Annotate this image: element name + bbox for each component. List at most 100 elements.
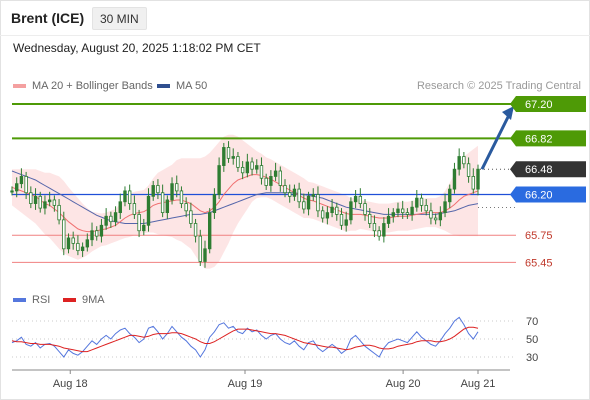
candle-body xyxy=(452,168,457,190)
candle-body xyxy=(245,161,250,174)
candle-body xyxy=(76,242,80,252)
candle-body xyxy=(193,223,198,237)
legend-rsi-ma-label: 9MA xyxy=(82,294,105,306)
candle-body xyxy=(443,201,447,214)
candle-body xyxy=(339,214,344,226)
candle-body xyxy=(358,195,363,204)
candle-body xyxy=(38,195,42,209)
candle-body xyxy=(113,212,118,223)
candle-body xyxy=(476,168,480,190)
candle-body xyxy=(57,204,61,221)
candle-body xyxy=(222,147,226,166)
header-bar: Brent (ICE) 30 MIN xyxy=(0,0,590,36)
candle-body xyxy=(95,230,99,237)
candle-body xyxy=(259,165,264,179)
rsi-ma-swatch xyxy=(63,298,76,302)
projection-arrow-shaft xyxy=(480,114,511,170)
candle-body xyxy=(80,246,85,252)
candle-body xyxy=(47,199,52,203)
copyright-text: Research © 2025 Trading Central xyxy=(416,80,581,92)
candle-body xyxy=(127,190,132,204)
candle-body xyxy=(99,224,104,237)
candle-body xyxy=(184,203,188,212)
legend-bollinger-label: MA 20 + Bollinger Bands xyxy=(32,80,153,92)
candle-body xyxy=(429,210,433,219)
candle-body xyxy=(438,212,443,221)
legend-ma50-label: MA 50 xyxy=(176,80,208,92)
ma50-line xyxy=(11,170,479,224)
candle-body xyxy=(24,176,28,194)
candle-body xyxy=(123,190,127,203)
candle-body xyxy=(471,176,475,190)
candle-body xyxy=(10,190,14,193)
price-tag-label-65.45: 65.45 xyxy=(525,257,553,269)
instrument-title: Brent (ICE) xyxy=(11,10,85,26)
candle-body xyxy=(316,194,320,212)
candle-body xyxy=(405,212,410,215)
candle-body xyxy=(264,177,268,186)
candle-body xyxy=(410,206,414,215)
candle-body xyxy=(142,224,146,232)
candle-body xyxy=(396,208,400,214)
price-tag-label-66.48: 66.48 xyxy=(525,164,553,176)
price-tag-66.20 xyxy=(510,186,586,203)
candle-body xyxy=(15,183,19,192)
price-tag-66.48 xyxy=(510,161,586,178)
datetime-label: Wednesday, August 20, 2025 1:18:02 PM CE… xyxy=(13,41,261,55)
candle-body xyxy=(208,212,212,250)
candle-body xyxy=(302,201,306,210)
candle-body xyxy=(160,192,165,214)
candle-body xyxy=(175,183,179,192)
candle-body xyxy=(448,188,452,203)
ma50-swatch xyxy=(157,84,170,88)
projection-arrowhead xyxy=(502,106,514,121)
candle-body xyxy=(330,206,334,214)
candle-body xyxy=(325,212,330,219)
candle-body xyxy=(203,248,207,262)
candle-body xyxy=(349,201,353,221)
candle-body xyxy=(198,235,202,262)
candle-body xyxy=(283,185,287,194)
price-tag-66.82 xyxy=(510,130,586,147)
rsi-line xyxy=(11,316,479,358)
candle-body xyxy=(165,199,170,214)
candle-body xyxy=(226,147,231,159)
candle-body xyxy=(118,201,122,214)
ma20-line xyxy=(11,174,479,233)
candle-body xyxy=(292,188,297,197)
price-tag-67.20 xyxy=(510,96,586,113)
timeframe-badge[interactable]: 30 MIN xyxy=(92,7,147,30)
candle-body xyxy=(43,201,47,209)
candle-body xyxy=(170,183,174,201)
bollinger-swatch xyxy=(13,84,26,88)
candle-body xyxy=(400,208,405,214)
candle-body xyxy=(377,230,381,237)
x-tick-label: Aug 21 xyxy=(461,378,496,390)
candle-body xyxy=(156,185,160,194)
candle-body xyxy=(466,163,471,177)
candle-body xyxy=(19,176,24,185)
rsi-tick-label: 50 xyxy=(526,334,538,346)
x-tick-label: Aug 18 xyxy=(53,378,88,390)
candle-body xyxy=(433,217,438,221)
candle-body xyxy=(269,176,273,186)
candle-body xyxy=(320,210,325,219)
candle-body xyxy=(236,156,240,168)
rsi-tick-label: 70 xyxy=(526,316,538,328)
candle-body xyxy=(457,156,461,170)
candle-body xyxy=(255,165,259,170)
candle-body xyxy=(391,212,395,217)
rsi-tick-label: 30 xyxy=(526,352,538,364)
candle-body xyxy=(231,156,235,159)
candle-body xyxy=(288,192,292,197)
candle-body xyxy=(353,195,358,203)
candle-body xyxy=(62,219,66,250)
candle-body xyxy=(179,190,184,204)
rsi-ma-line xyxy=(11,326,479,353)
candle-body xyxy=(146,195,151,226)
candle-body xyxy=(462,156,466,165)
candle-body xyxy=(104,215,108,226)
legend-rsi-ma: 9MA xyxy=(63,294,105,306)
candle-body xyxy=(90,230,94,241)
